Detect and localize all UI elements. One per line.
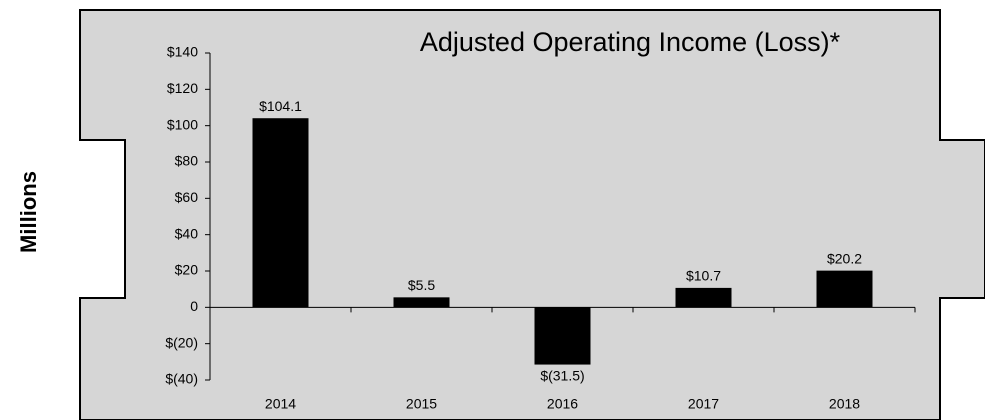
y-axis-label: Millions [16, 171, 41, 253]
x-tick-label: 2015 [406, 396, 437, 412]
value-label: $10.7 [686, 268, 721, 284]
x-tick-label: 2018 [829, 396, 860, 412]
y-tick-label: $140 [167, 44, 198, 60]
y-tick-label: $40 [175, 225, 199, 241]
x-tick-label: 2017 [688, 396, 719, 412]
value-label: $104.1 [259, 98, 302, 114]
bar [252, 118, 309, 308]
value-label: $(31.5) [540, 367, 584, 383]
y-tick-label: $80 [175, 153, 199, 169]
bar [675, 287, 732, 308]
y-tick-label: $(40) [165, 371, 198, 387]
chart-background [79, 9, 985, 420]
y-tick-label: $(20) [165, 334, 198, 350]
chart-title: Adjusted Operating Income (Loss)* [420, 27, 841, 57]
value-label: $20.2 [827, 250, 862, 266]
bar [534, 307, 591, 365]
y-tick-label: 0 [190, 298, 198, 314]
bar [393, 297, 450, 308]
y-tick-label: $60 [175, 189, 199, 205]
value-label: $5.5 [408, 277, 435, 293]
y-tick-label: $20 [175, 262, 199, 278]
x-tick-label: 2014 [265, 396, 296, 412]
bar [816, 270, 873, 308]
x-tick-label: 2016 [547, 396, 578, 412]
y-tick-label: $120 [167, 80, 198, 96]
y-tick-label: $100 [167, 116, 198, 132]
